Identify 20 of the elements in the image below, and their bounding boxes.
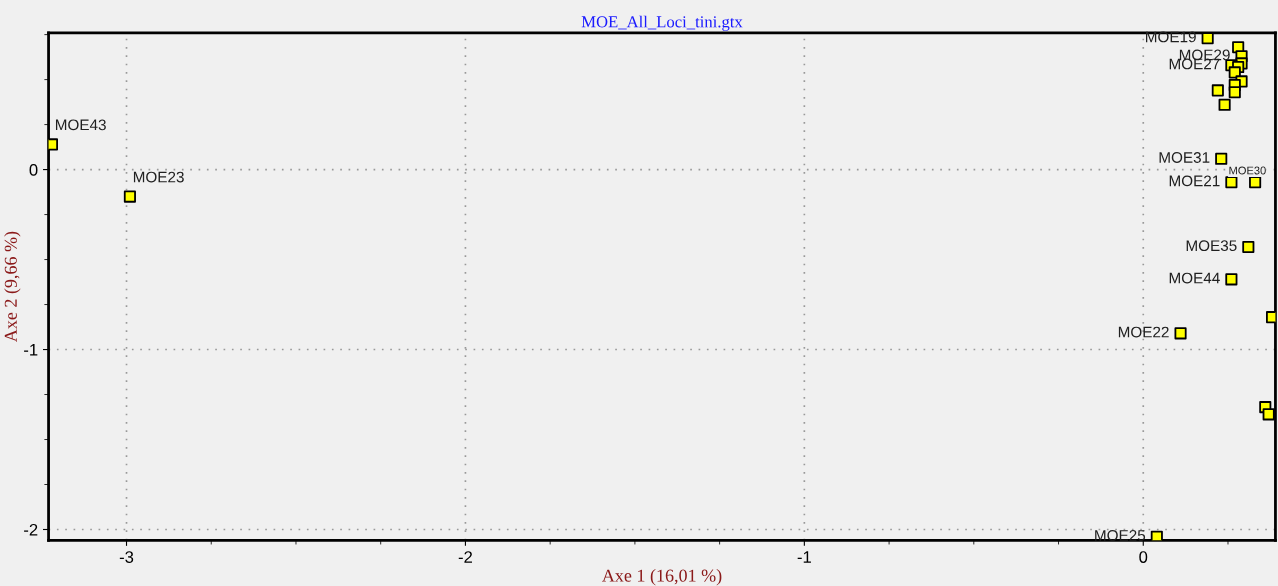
annotation: MOE44 — [1169, 272, 1220, 284]
y-tick-label: -2 — [24, 523, 38, 536]
annotation: MOE43 — [55, 119, 106, 131]
y-tick-label: -1 — [24, 344, 38, 356]
x-tick-label: -1 — [797, 551, 811, 563]
y-tick-label: 0 — [29, 163, 38, 176]
chart-title: MOE_All_Loci_tini.gtx — [581, 15, 743, 31]
annotation: MOE19 — [1146, 31, 1196, 43]
annotation: MOE23 — [133, 171, 184, 183]
annotation: MOE30 — [1229, 166, 1266, 175]
y-axis-title: Axe 2 (9,66 %) — [4, 231, 21, 343]
x-tick-label: -3 — [119, 551, 134, 563]
x-tick-label: 0 — [1139, 551, 1148, 563]
annotation: MOE31 — [1159, 152, 1210, 163]
annotation: MOE25 — [1095, 529, 1146, 541]
x-tick-label: -2 — [458, 551, 473, 563]
annotation: MOE22 — [1118, 326, 1169, 338]
annotation: MOE21 — [1169, 175, 1220, 187]
x-axis-title: Axe 1 (16,01 %) — [602, 569, 722, 586]
annotation: MOE35 — [1186, 240, 1237, 252]
